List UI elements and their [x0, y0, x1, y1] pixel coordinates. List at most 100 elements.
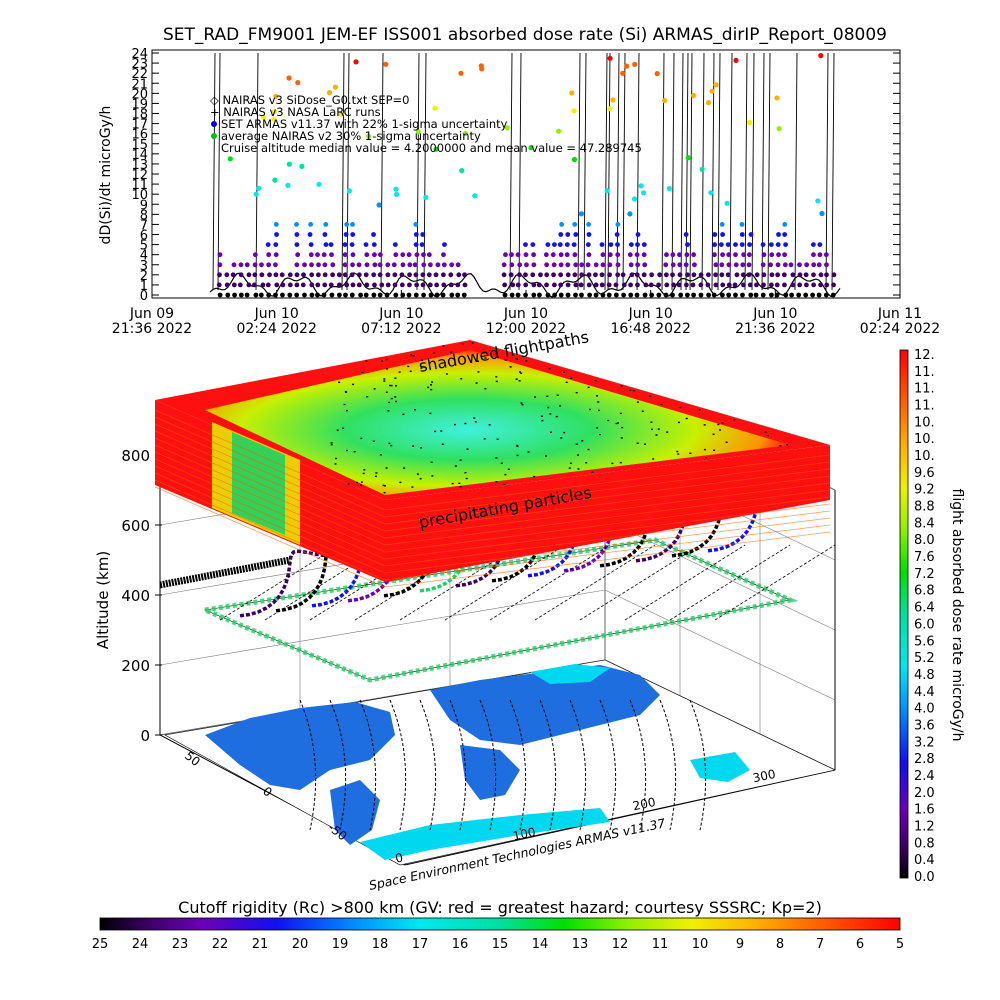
data-point — [523, 242, 528, 248]
data-point — [811, 262, 817, 268]
flightpath-dot — [382, 484, 385, 487]
data-point — [316, 262, 321, 268]
data-point — [747, 282, 753, 288]
y-tick-label: 20 — [131, 87, 148, 102]
top-chart-y-label: dD(Si)/dt microGy/h — [98, 106, 114, 245]
data-point — [531, 252, 537, 258]
data-point — [302, 292, 307, 298]
flightpath-dot — [764, 431, 767, 433]
data-point — [536, 282, 542, 288]
data-point — [781, 272, 787, 278]
data-point — [788, 262, 794, 268]
data-point — [578, 282, 584, 288]
data-point — [279, 272, 285, 278]
data-point — [684, 282, 689, 288]
flightpath-dot — [360, 484, 363, 486]
data-point — [599, 282, 605, 288]
data-point — [285, 182, 291, 188]
data-point — [559, 222, 565, 227]
slab-stripe-lines — [154, 409, 831, 588]
data-point — [426, 272, 432, 278]
data-point — [816, 262, 822, 268]
flightpath-dot — [383, 380, 386, 382]
data-point — [326, 90, 333, 96]
flightpath-dot — [388, 401, 391, 404]
bottom-colorbar-tick-label: 9 — [736, 937, 744, 952]
flightpath-dot — [477, 360, 479, 362]
data-point — [782, 222, 788, 227]
slab-stripe — [384, 531, 831, 588]
data-point — [433, 272, 439, 278]
data-point — [817, 252, 823, 258]
data-point — [558, 232, 564, 237]
right-colorbar-tick-label: 10. — [914, 432, 935, 447]
flightpath-dot — [477, 371, 480, 373]
data-point — [237, 282, 243, 288]
data-point — [768, 282, 774, 288]
right-colorbar-tick-label: 5.2 — [914, 651, 935, 666]
data-point — [440, 272, 446, 278]
data-point — [363, 272, 369, 278]
data-point — [295, 80, 301, 86]
data-point — [739, 222, 745, 227]
data-point — [252, 272, 258, 278]
data-point — [232, 292, 237, 298]
data-point — [350, 262, 355, 268]
flightpath-dot — [459, 486, 462, 488]
data-point — [606, 282, 612, 288]
flightpath-dot — [330, 442, 333, 444]
flightpath-dot — [516, 445, 519, 448]
flightpath-dot — [347, 483, 350, 485]
data-point — [510, 282, 516, 288]
ground-track — [359, 699, 377, 831]
data-point — [356, 282, 362, 288]
data-point — [677, 262, 683, 268]
data-point — [259, 272, 265, 278]
data-point — [371, 292, 377, 298]
data-point — [663, 262, 669, 268]
flightpath-dot — [429, 412, 432, 415]
data-point — [217, 262, 223, 268]
ground-track — [419, 699, 437, 831]
data-point — [344, 282, 350, 288]
data-point — [294, 262, 300, 268]
data-point — [726, 252, 732, 258]
flightpath-dot — [356, 481, 358, 484]
data-point — [769, 252, 775, 258]
x-tick-date: Jun 10 — [503, 306, 548, 322]
flightpath-dot — [342, 427, 345, 429]
data-point — [385, 282, 391, 288]
data-point — [558, 292, 564, 298]
data-point — [573, 292, 578, 298]
data-point — [815, 198, 821, 204]
data-point — [776, 126, 782, 132]
data-point — [224, 282, 230, 288]
data-point — [308, 252, 314, 258]
data-point — [459, 168, 465, 174]
data-point — [428, 292, 434, 298]
data-point — [231, 262, 237, 268]
data-point — [419, 242, 425, 248]
flightpath-dot — [520, 372, 523, 374]
flightpath-dot — [398, 371, 401, 373]
data-point — [346, 188, 352, 194]
right-colorbar-tick-label: 6.8 — [914, 584, 935, 599]
data-point — [413, 272, 419, 278]
data-point — [502, 282, 508, 288]
data-point — [323, 222, 329, 227]
data-point — [266, 262, 272, 268]
data-point — [256, 185, 262, 191]
legend-marker-armas — [211, 121, 217, 127]
data-point — [427, 262, 433, 268]
flightpath-dot — [458, 482, 461, 484]
flightpath-dot — [516, 454, 519, 457]
legend-marker-nairas-v2 — [211, 133, 217, 139]
flightpath-dot — [534, 396, 536, 398]
data-point — [718, 242, 724, 248]
data-point — [607, 272, 613, 278]
flightpath-dot — [409, 370, 412, 372]
x-tick-date: Jun 10 — [378, 306, 423, 322]
data-point — [266, 292, 272, 298]
data-point — [530, 272, 536, 278]
flightpath-dot — [473, 417, 476, 419]
